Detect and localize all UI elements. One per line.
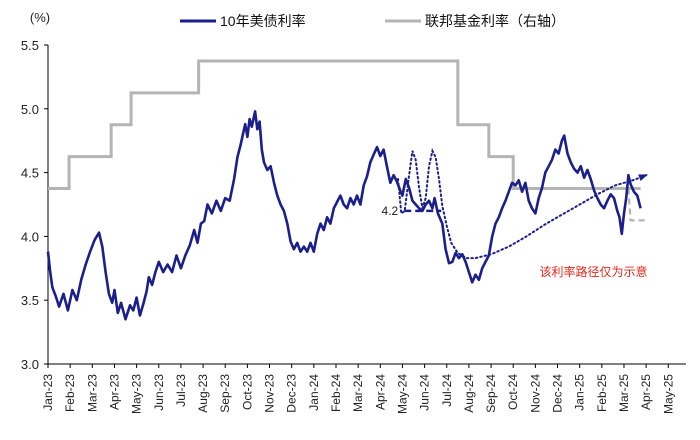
x-tick-label: Mar-25	[617, 374, 631, 412]
x-tick-label: May-25	[661, 374, 675, 414]
x-tick-label: Apr-25	[639, 374, 653, 410]
y-tick-label: 5.5	[21, 38, 39, 53]
treasury-path-line	[397, 147, 648, 260]
x-tick-label: Mar-23	[85, 374, 99, 412]
x-tick-label: Jun-24	[418, 374, 432, 411]
x-tick-label: Jul-24	[440, 374, 454, 407]
x-tick-label: Apr-23	[107, 374, 121, 410]
y-tick-label: 3.5	[21, 293, 39, 308]
x-tick-label: Jan-25	[573, 374, 587, 411]
legend-label-fed: 联邦基金利率（右轴）	[425, 13, 565, 29]
x-tick-label: Sep-24	[484, 374, 498, 413]
x-tick-label: Nov-24	[528, 374, 542, 413]
x-tick-label: Dec-24	[551, 374, 565, 413]
axes: 3.0 3.5 4.0 4.5 5.0 5.5 Jan-23 Feb-23 Mar-23 Apr-…	[21, 38, 686, 414]
y-tick-label: 4.5	[21, 166, 39, 181]
x-tick-label: Jul-23	[174, 374, 188, 407]
x-tick-label: May-23	[130, 374, 144, 414]
x-tick-label: Oct-24	[506, 374, 520, 410]
x-tick-label: Apr-24	[373, 374, 387, 410]
x-tick-label: Dec-23	[285, 374, 299, 413]
x-tick-label: Jun-23	[152, 374, 166, 411]
y-tick-label: 4.0	[21, 229, 39, 244]
legend: 10年美债利率 联邦基金利率（右轴）	[180, 13, 565, 29]
level-4-2-label: 4.2	[382, 204, 399, 218]
illustrative-path-note: 该利率路径仅为示意	[539, 264, 647, 279]
x-tick-label: Nov-23	[263, 374, 277, 413]
x-tick-label: Oct-23	[240, 374, 254, 410]
x-tick-label: Aug-24	[462, 374, 476, 413]
series-group	[46, 59, 648, 321]
fed-funds-step-line	[48, 59, 641, 191]
x-tick-label: Feb-24	[329, 374, 343, 412]
x-tick-label: Feb-23	[63, 374, 77, 412]
annotations: 4.2 该利率路径仅为示意	[382, 204, 648, 279]
path-arrowhead	[638, 174, 648, 181]
y-unit-label: (%)	[30, 10, 50, 25]
x-tick-label: Jan-24	[307, 374, 321, 411]
treasury-yield-line	[46, 110, 642, 321]
x-tick-label: Aug-23	[196, 374, 210, 413]
x-tick-label: Sep-23	[218, 374, 232, 413]
y-tick-label: 5.0	[21, 102, 39, 117]
x-tick-label: Mar-24	[351, 374, 365, 412]
x-tick-label: May-24	[395, 374, 409, 414]
x-tick-label: Feb-25	[595, 374, 609, 412]
legend-label-treasury: 10年美债利率	[220, 13, 306, 29]
fed-funds-path-line	[627, 188, 645, 222]
x-tick-label: Jan-23	[41, 374, 55, 411]
y-tick-label: 3.0	[21, 357, 39, 372]
